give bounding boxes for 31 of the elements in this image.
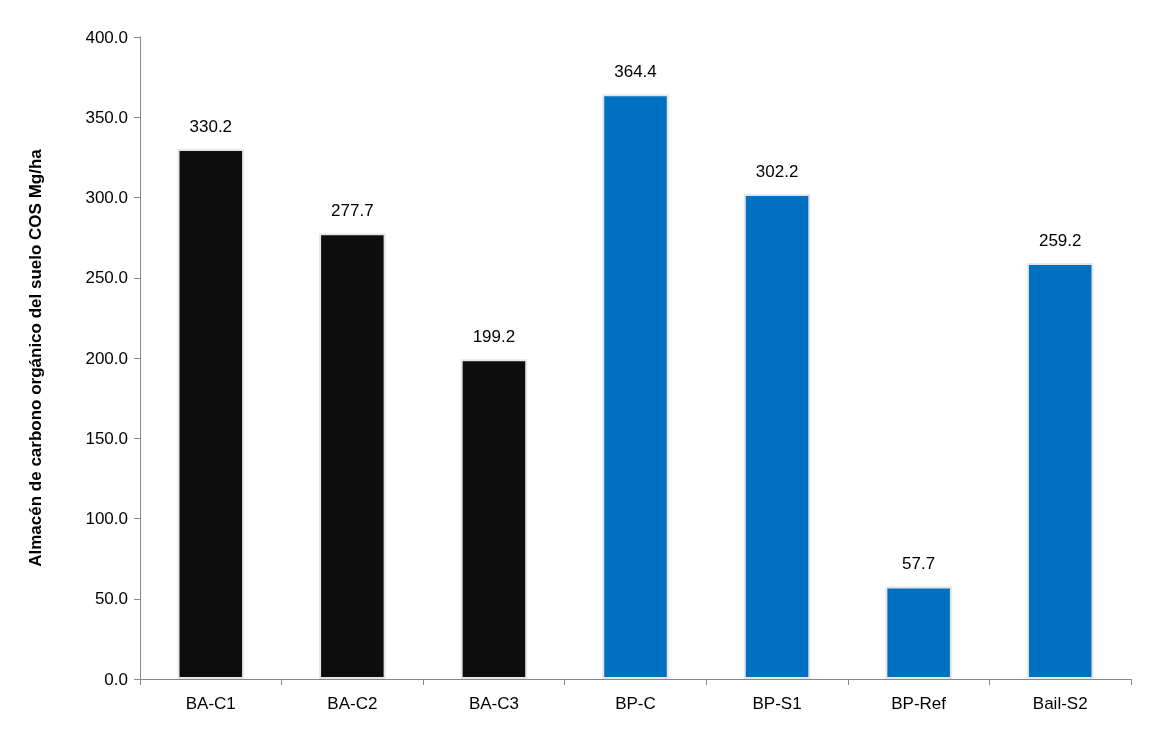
data-label: 259.2 — [1038, 230, 1082, 250]
bar — [885, 586, 952, 679]
bar — [743, 193, 811, 679]
x-tick-label: BP-S1 — [752, 694, 802, 713]
y-axis-title: Almacén de carbono orgánico del suelo COS Mg/ha — [26, 148, 45, 567]
bar — [177, 149, 245, 679]
y-tick-label: 350.0 — [85, 107, 128, 127]
x-tick-label: BP-Ref — [891, 694, 947, 713]
x-tick-label: BA-C3 — [468, 694, 519, 713]
data-label: 302.2 — [755, 161, 799, 181]
data-label: 330.2 — [189, 117, 233, 137]
data-label: 57.7 — [902, 554, 936, 574]
y-tick-label: 200.0 — [85, 348, 128, 368]
bar — [460, 359, 528, 679]
bar — [602, 94, 669, 679]
data-label: 277.7 — [331, 201, 374, 221]
y-tick-label: 100.0 — [85, 509, 128, 528]
y-tick-label: 150.0 — [85, 428, 128, 448]
y-tick-label: 0.0 — [104, 669, 128, 689]
y-tick-label: 300.0 — [85, 188, 128, 207]
data-label: 364.4 — [614, 62, 657, 82]
x-tick-label: BA-C1 — [185, 694, 236, 713]
y-tick-label: 400.0 — [85, 27, 128, 47]
x-tick-label: BA-C2 — [327, 694, 378, 713]
y-tick-label: 250.0 — [85, 268, 128, 288]
x-tick-label: BP-C — [615, 694, 656, 713]
bar — [1026, 262, 1094, 679]
y-tick-label: 50.0 — [94, 589, 128, 609]
x-tick-label: Bail-S2 — [1032, 694, 1088, 713]
data-label: 199.2 — [472, 327, 516, 347]
bar — [319, 233, 386, 679]
